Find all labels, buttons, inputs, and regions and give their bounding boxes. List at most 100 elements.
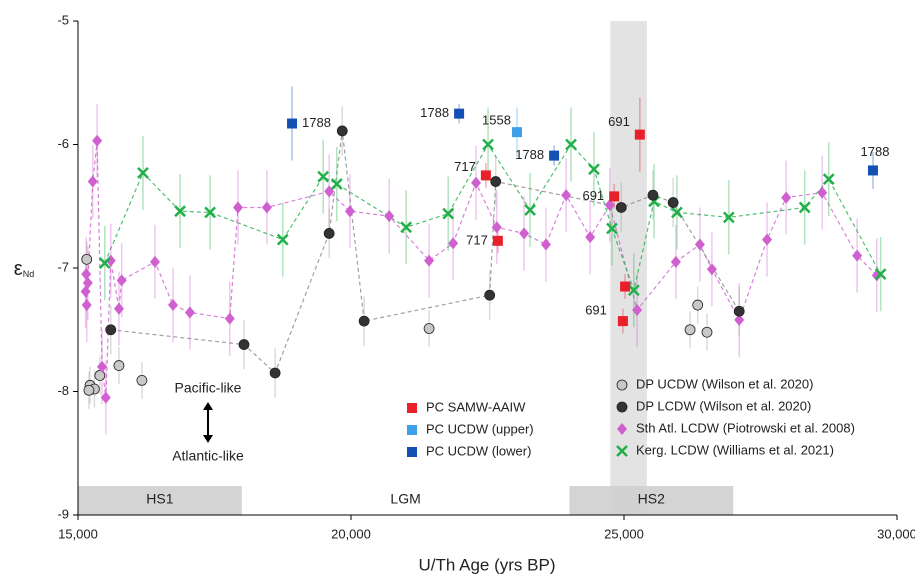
- point: [617, 316, 628, 327]
- point: [684, 324, 696, 336]
- point: [549, 150, 560, 161]
- point: [116, 274, 127, 287]
- point: [184, 306, 195, 319]
- legend-marker: [407, 425, 417, 435]
- point: [540, 238, 551, 251]
- legend-label: Sth Atl. LCDW (Piotrowski et al. 2008): [636, 420, 855, 435]
- point: [798, 201, 811, 214]
- point: [482, 138, 494, 151]
- point: [261, 201, 272, 214]
- point: [454, 108, 465, 119]
- point: [384, 210, 395, 223]
- point: [224, 312, 235, 325]
- point: [565, 138, 577, 151]
- point: [620, 281, 631, 292]
- point-label: 717: [466, 232, 488, 247]
- point: [105, 254, 116, 267]
- point: [491, 221, 502, 234]
- point: [81, 268, 92, 281]
- period-box: [569, 486, 734, 515]
- point: [492, 235, 503, 246]
- point: [358, 315, 370, 327]
- point: [105, 324, 117, 336]
- point: [561, 189, 572, 202]
- point: [822, 173, 835, 185]
- legend-label: PC UCDW (lower): [426, 443, 531, 458]
- y-axis-title: εNd: [14, 258, 34, 280]
- point: [82, 276, 93, 289]
- point: [168, 299, 179, 312]
- point: [588, 163, 600, 176]
- y-tick-label: -8: [57, 383, 69, 398]
- x-axis-title: U/Th Age (yrs BP): [419, 555, 556, 574]
- point: [287, 118, 298, 129]
- x-tick-label: 25,000: [604, 526, 644, 541]
- legend: PC SAMW-AAIW PC UCDW (upper) PC UCDW (lowe…: [407, 376, 855, 458]
- point: [442, 207, 455, 220]
- point: [113, 302, 124, 315]
- point: [781, 191, 792, 204]
- point-label: 1788: [302, 115, 331, 130]
- legend-label: DP UCDW (Wilson et al. 2020): [636, 376, 813, 391]
- point: [867, 165, 878, 176]
- legend-marker: [616, 401, 628, 413]
- series-line: [110, 130, 740, 375]
- point: [733, 305, 745, 317]
- x-tick-label: 15,000: [58, 526, 98, 541]
- legend-marker: [407, 403, 417, 413]
- point: [701, 326, 713, 338]
- point: [524, 204, 536, 216]
- y-tick-label: -6: [57, 136, 69, 151]
- legend-marker: [616, 379, 628, 391]
- point: [87, 175, 98, 188]
- point: [204, 206, 217, 219]
- point: [336, 125, 348, 137]
- point: [667, 197, 679, 208]
- legend-label: PC SAMW-AAIW: [426, 399, 526, 414]
- annotation: Pacific-like: [175, 380, 242, 396]
- y-axis-subscript: Nd: [23, 269, 35, 279]
- point: [671, 206, 683, 219]
- highlight-band: [610, 21, 647, 515]
- period-box: [78, 486, 242, 515]
- point: [706, 263, 717, 276]
- point: [174, 205, 186, 218]
- point: [323, 228, 335, 239]
- point-label: 1788: [515, 147, 544, 162]
- point: [113, 360, 125, 371]
- point: [94, 370, 106, 381]
- point: [615, 202, 627, 213]
- point: [136, 374, 148, 386]
- point: [634, 129, 645, 140]
- point: [632, 303, 643, 316]
- point: [423, 323, 435, 334]
- front-layer: 717 717 691 691 691 1558 1788 1788 1788 1788 PC SA…: [302, 105, 889, 458]
- point: [269, 367, 281, 379]
- point: [330, 178, 343, 190]
- y-tick-label: -9: [57, 506, 69, 521]
- point: [874, 268, 887, 281]
- point: [149, 255, 160, 268]
- point: [276, 233, 289, 246]
- point: [817, 186, 828, 199]
- point: [344, 205, 355, 218]
- point: [734, 313, 745, 326]
- point: [511, 127, 522, 138]
- points-layer: [80, 108, 887, 404]
- legend-marker: [616, 445, 628, 457]
- point-label: 717: [454, 159, 476, 174]
- point: [471, 176, 482, 189]
- point: [604, 199, 615, 212]
- x-tick-label: 30,000: [877, 526, 915, 541]
- legend-label: DP LCDW (Wilson et al. 2020): [636, 398, 811, 413]
- point: [490, 176, 502, 187]
- point: [232, 201, 243, 214]
- point: [98, 257, 111, 269]
- y-tick-label: -5: [57, 12, 69, 27]
- point: [627, 284, 640, 297]
- point: [83, 384, 95, 396]
- annotation: Atlantic-like: [172, 448, 244, 464]
- point: [80, 285, 91, 298]
- y-axis-symbol: ε: [14, 258, 23, 280]
